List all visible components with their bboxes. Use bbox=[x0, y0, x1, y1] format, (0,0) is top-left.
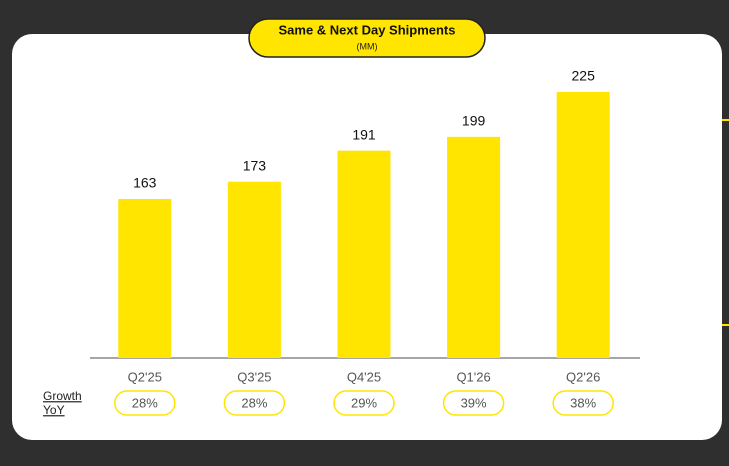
data-label: 225 bbox=[572, 68, 596, 84]
bar bbox=[447, 136, 501, 358]
chart-title: Same & Next Day Shipments bbox=[278, 22, 455, 37]
growth-pill bbox=[223, 390, 286, 416]
data-label: 173 bbox=[243, 157, 267, 173]
growth-pill bbox=[114, 390, 176, 416]
bar bbox=[227, 181, 281, 358]
x-tick-label: Q4'25 bbox=[347, 369, 381, 384]
x-tick-label: Q3'25 bbox=[237, 369, 271, 384]
title-pill bbox=[248, 18, 486, 58]
growth-label: Growth bbox=[43, 389, 82, 403]
growth-value: 29% bbox=[351, 395, 377, 410]
growth-pill bbox=[333, 390, 395, 416]
bar bbox=[118, 199, 172, 358]
bar bbox=[556, 92, 610, 358]
growth-label: YoY bbox=[43, 403, 65, 417]
x-tick-label: Q2'25 bbox=[128, 369, 162, 384]
growth-value: 39% bbox=[461, 395, 487, 410]
x-tick-label: Q1'26 bbox=[456, 369, 490, 384]
data-label: 199 bbox=[462, 113, 486, 129]
growth-pill bbox=[442, 390, 505, 416]
growth-value: 28% bbox=[241, 395, 267, 410]
data-label: 191 bbox=[352, 126, 376, 142]
growth-value: 28% bbox=[132, 395, 158, 410]
growth-value: 38% bbox=[570, 395, 596, 410]
x-tick-label: Q2'26 bbox=[566, 369, 600, 384]
bar bbox=[337, 150, 391, 358]
growth-pill bbox=[552, 390, 614, 416]
chart-subtitle: (MM) bbox=[357, 41, 378, 51]
data-label: 163 bbox=[133, 175, 157, 191]
